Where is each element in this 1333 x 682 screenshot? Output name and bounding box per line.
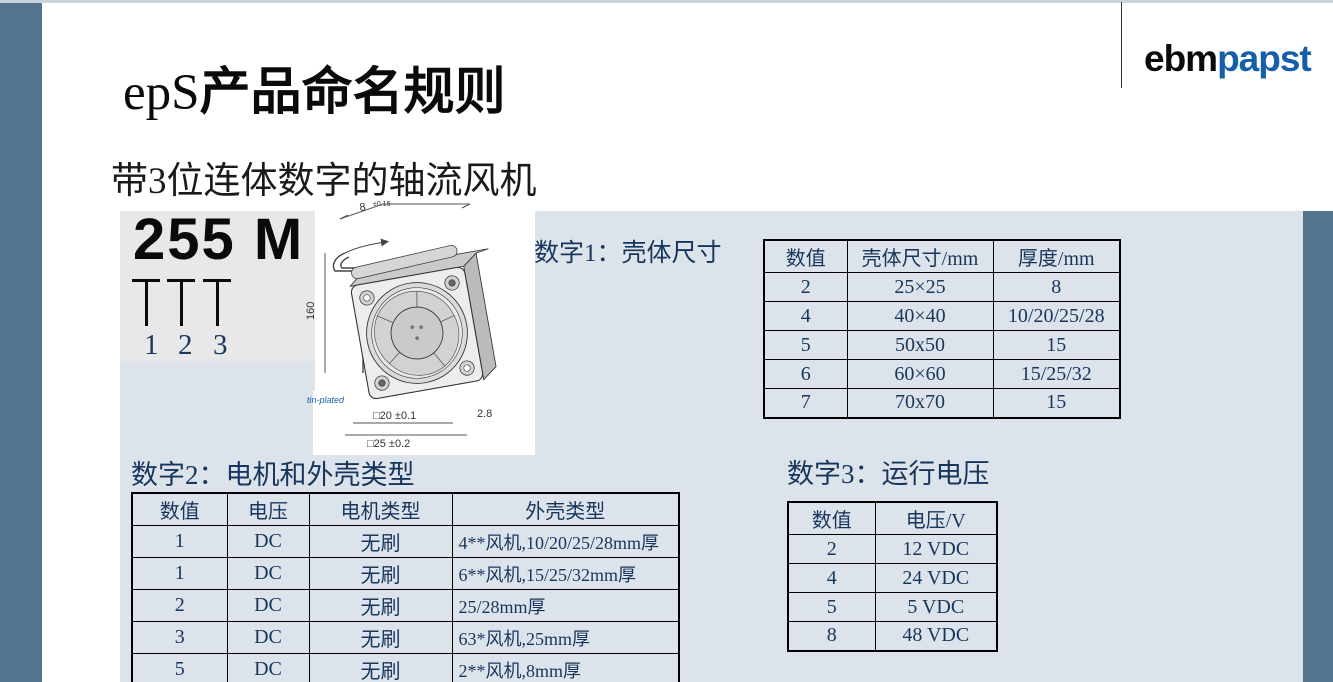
svg-text:2.8: 2.8 bbox=[477, 408, 492, 420]
svg-text:160: 160 bbox=[305, 302, 317, 320]
svg-text:□20 ±0.1: □20 ±0.1 bbox=[373, 410, 416, 422]
svg-text:□25 ±0.2: □25 ±0.2 bbox=[367, 438, 410, 450]
svg-text:±0.15: ±0.15 bbox=[373, 201, 391, 208]
svg-text:tin-plated: tin-plated bbox=[307, 395, 345, 405]
svg-text:8: 8 bbox=[359, 201, 367, 214]
